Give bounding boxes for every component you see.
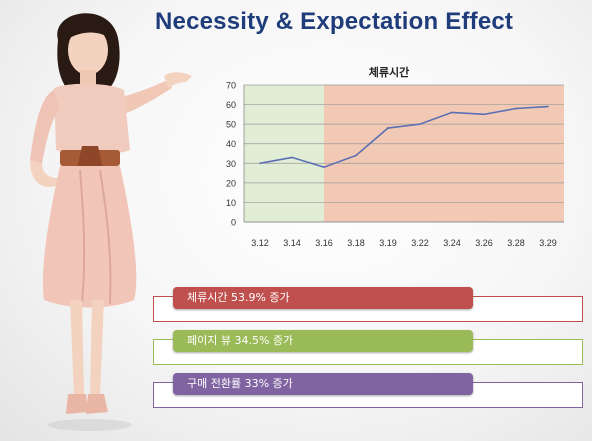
- data-point: [483, 113, 485, 116]
- y-tick-label: 30: [226, 159, 236, 169]
- y-tick-label: 50: [226, 120, 236, 130]
- result-label-conversion: 구매 전환률 33% 증가: [173, 373, 473, 395]
- chart-plot: 0 10 20 30 40 50 60 70 3.12 3.14 3.16 3.18 3.19 3.22 3…: [226, 81, 564, 248]
- x-tick-label: 3.14: [283, 238, 301, 248]
- x-tick-label: 3.26: [475, 238, 493, 248]
- x-tick-label: 3.12: [251, 238, 269, 248]
- y-tick-label: 10: [226, 198, 236, 208]
- dwell-time-chart: 체류시간 0 10 20 30 40 50 60 70 3.12 3.14 3.16 3.18 3.19…: [200, 58, 580, 258]
- data-point: [515, 107, 517, 110]
- x-tick-label: 3.24: [443, 238, 461, 248]
- y-tick-label: 20: [226, 178, 236, 188]
- x-tick-label: 3.19: [379, 238, 397, 248]
- data-point: [355, 154, 357, 157]
- data-point: [259, 162, 261, 165]
- x-tick-label: 3.22: [411, 238, 429, 248]
- y-tick-label: 70: [226, 81, 236, 91]
- x-tick-label: 3.18: [347, 238, 365, 248]
- series-line-0: [259, 105, 549, 169]
- data-point: [451, 111, 453, 114]
- shaded-region-1: [324, 85, 564, 222]
- x-tick-label: 3.29: [539, 238, 557, 248]
- result-label-dwell-time: 체류시간 53.9% 증가: [173, 287, 473, 309]
- data-point: [387, 127, 389, 129]
- slide-title: Necessity & Expectation Effect: [155, 8, 514, 35]
- x-tick-label: 3.28: [507, 238, 525, 248]
- y-tick-label: 0: [231, 218, 236, 228]
- data-point: [547, 105, 549, 108]
- data-point: [419, 123, 421, 125]
- result-label-page-view: 페이지 뷰 34.5% 증가: [173, 330, 473, 352]
- x-tick-label: 3.16: [315, 238, 333, 248]
- data-point: [323, 166, 325, 168]
- shaded-region-0: [244, 85, 324, 222]
- y-tick-label: 40: [226, 139, 236, 149]
- chart-title: 체류시간: [368, 66, 410, 79]
- data-point: [291, 156, 293, 159]
- y-tick-label: 60: [226, 100, 236, 110]
- presenter-figure: [30, 13, 192, 431]
